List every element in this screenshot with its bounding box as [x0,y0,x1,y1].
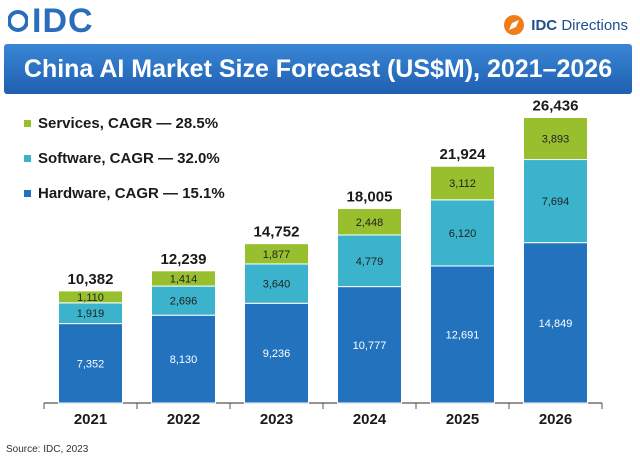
chart-title: China AI Market Size Forecast (US$M), 20… [23,54,613,83]
data-label-hardware-2023: 9,236 [263,348,291,360]
legend-label-software: Software, CAGR — 32.0% [38,150,220,167]
data-label-hardware-2021: 7,352 [77,358,105,370]
data-label-services-2021: 1,110 [77,292,104,304]
bar-services-2025 [430,165,495,201]
bar-services-2026 [523,116,588,161]
bar-software-2022 [151,285,216,316]
x-tick-label-2021: 2021 [74,411,107,428]
data-label-hardware-2026: 14,849 [539,318,573,330]
total-label-2024: 18,005 [347,189,393,206]
legend-swatch-software [24,155,31,162]
bar-software-2026 [523,159,588,244]
bar-services-2023 [244,243,309,265]
data-label-services-2026: 3,893 [542,134,570,146]
compass-icon [504,15,525,35]
x-tick-label-2023: 2023 [260,411,293,428]
bar-hardware-2023 [244,302,309,404]
bar-software-2025 [430,199,495,267]
source-note: Source: IDC, 2023 [6,444,89,455]
total-label-2025: 21,924 [440,146,487,163]
x-tick-label-2025: 2025 [446,411,479,428]
bar-hardware-2022 [151,314,216,404]
idc-logo-text: IDC [32,2,94,40]
x-tick-label-2024: 2024 [353,411,387,428]
data-label-software-2026: 7,694 [542,196,570,208]
legend-swatch-hardware [24,190,31,197]
data-label-hardware-2024: 10,777 [353,340,387,352]
legend-swatch-services [24,120,31,127]
bar-services-2024 [337,208,402,236]
data-label-hardware-2022: 8,130 [170,354,198,366]
data-label-services-2023: 1,877 [263,249,291,261]
total-label-2021: 10,382 [68,271,114,288]
data-label-software-2021: 1,919 [77,308,105,320]
bar-hardware-2025 [430,265,495,404]
data-label-services-2024: 2,448 [356,217,384,229]
idc-logo-mark-icon [8,10,28,32]
data-label-software-2025: 6,120 [449,228,477,240]
data-label-services-2022: 1,414 [170,273,198,285]
x-tick-label-2026: 2026 [539,411,572,428]
idc-directions-brand: IDC [531,16,558,34]
data-label-software-2022: 2,696 [170,296,198,308]
data-label-services-2025: 3,112 [449,178,476,190]
bar-hardware-2026 [523,242,588,404]
total-label-2026: 26,436 [533,97,579,114]
bar-software-2023 [244,263,309,304]
data-label-hardware-2025: 12,691 [446,329,480,341]
bar-services-2022 [151,270,216,287]
x-tick-label-2022: 2022 [167,411,200,428]
data-label-software-2023: 3,640 [263,279,291,291]
idc-directions-logo: IDC Directions [503,14,628,36]
legend-label-services: Services, CAGR — 28.5% [38,115,218,132]
title-banner: China AI Market Size Forecast (US$M), 20… [4,44,632,94]
legend-label-hardware: Hardware, CAGR — 15.1% [38,185,225,202]
data-label-software-2024: 4,779 [356,256,384,268]
bar-hardware-2024 [337,286,402,404]
bar-services-2021 [58,290,123,304]
idc-directions-text: Directions [561,16,628,34]
bar-hardware-2021 [58,323,123,404]
total-label-2023: 14,752 [254,224,300,241]
idc-logo: IDC [8,4,94,38]
total-label-2022: 12,239 [161,251,207,268]
